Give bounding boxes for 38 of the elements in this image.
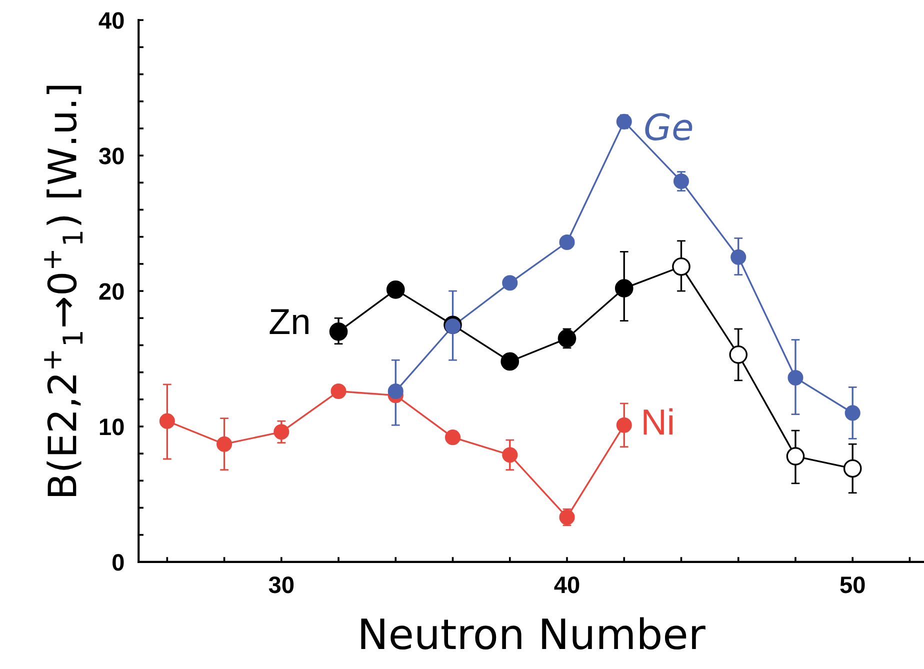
point	[788, 370, 804, 386]
point	[616, 114, 632, 130]
point	[672, 257, 690, 276]
point	[673, 174, 690, 190]
point	[388, 383, 404, 400]
point	[500, 352, 520, 371]
point	[559, 509, 575, 526]
point	[386, 280, 405, 299]
point	[444, 430, 461, 446]
point	[216, 436, 232, 452]
point	[558, 329, 576, 348]
point	[329, 322, 348, 341]
y-tick-label: 0	[112, 554, 124, 571]
series-label: Zn	[270, 309, 308, 334]
y-tick-label: 30	[98, 148, 124, 164]
y-tick-label: 20	[99, 283, 124, 300]
point	[274, 424, 290, 440]
y-tick-label: 10	[100, 418, 124, 436]
x-tick-label: 40	[554, 576, 580, 594]
point	[502, 447, 518, 463]
x-axis-title: Neutron Number	[361, 617, 706, 650]
point	[159, 413, 175, 429]
series-label: Ni	[644, 408, 672, 434]
point	[614, 279, 634, 298]
point	[616, 417, 632, 433]
x-tick-label: 50	[840, 576, 865, 594]
point	[844, 405, 860, 421]
point	[729, 346, 748, 364]
point	[843, 459, 862, 478]
y-axis-title: B(E2,2$^{+}$$_{1}$→0$^{+}$$_{1}$) [W.u.]	[44, 86, 83, 496]
point	[502, 275, 518, 291]
point	[730, 249, 746, 265]
y-tick-label: 40	[98, 12, 124, 29]
x-tick-label: 30	[268, 576, 294, 594]
point	[559, 234, 575, 250]
point	[786, 447, 805, 466]
series-label: Ge	[645, 113, 692, 140]
point	[330, 383, 346, 400]
